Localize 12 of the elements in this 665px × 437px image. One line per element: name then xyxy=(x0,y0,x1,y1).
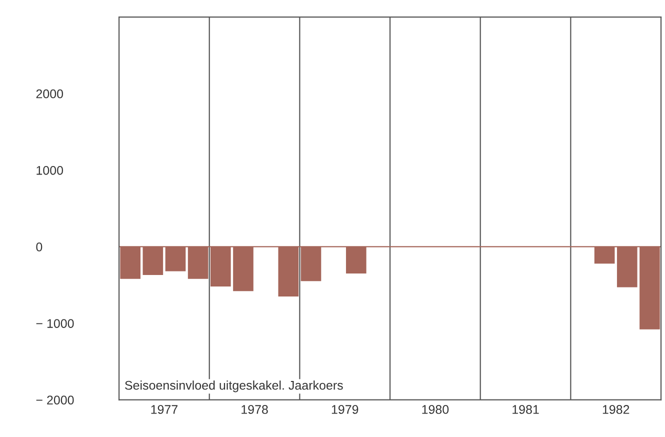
x-tick-label: 1982 xyxy=(602,405,630,414)
y-tick-label: − 1000 xyxy=(36,319,74,328)
y-tick-label: 2000 xyxy=(36,89,64,98)
y-tick-label: − 2000 xyxy=(36,396,74,405)
x-tick-label: 1980 xyxy=(422,405,449,414)
x-tick-label: 1977 xyxy=(151,405,178,414)
annotation: Seisoensinvloed uitgeskakel. Jaarkoers xyxy=(125,380,343,392)
x-tick-label: 1978 xyxy=(242,405,268,414)
y-tick-label: 1000 xyxy=(36,166,64,175)
x-tick-label: 1981 xyxy=(512,405,539,414)
x-tick-label: 1979 xyxy=(332,405,358,414)
y-tick-label: 0 xyxy=(36,242,42,252)
